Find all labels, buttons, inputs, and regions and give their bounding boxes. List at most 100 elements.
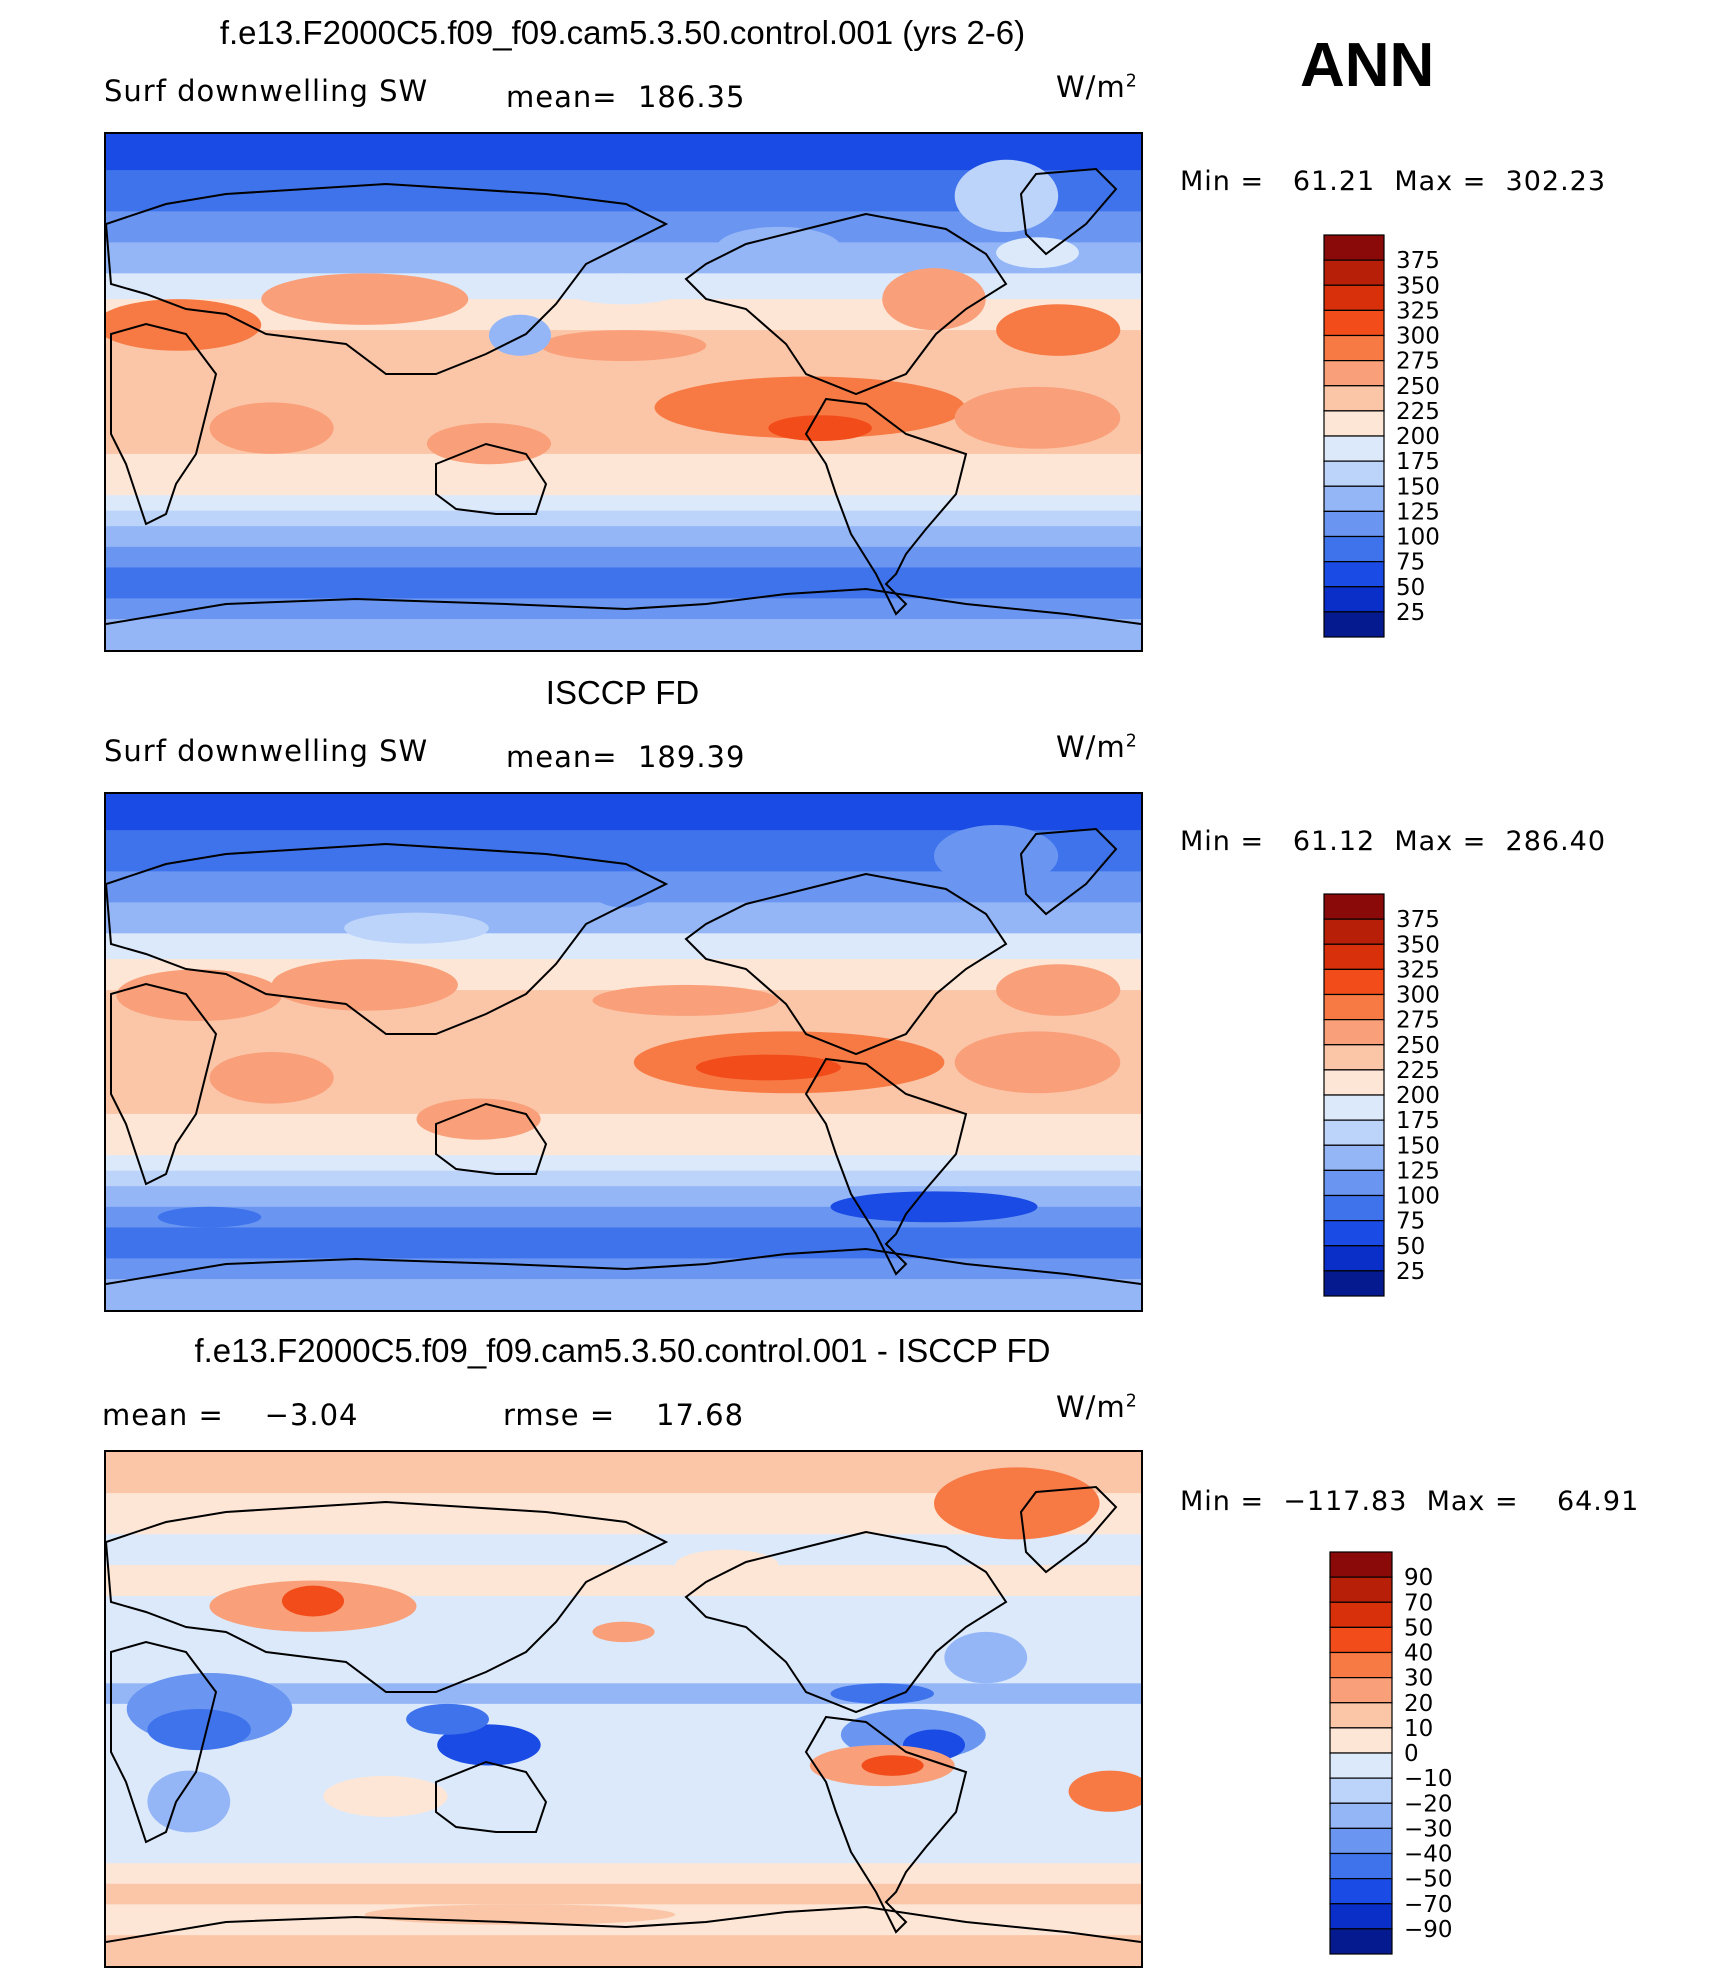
colorbar-tick-label: 225 [1396, 1058, 1440, 1084]
colorbar-box [1323, 485, 1385, 512]
panel-2-colorbar: 375 350 325 300 275 250 225 200 175 150 125 100 75 50… [1322, 892, 1462, 1307]
coastline [684, 1530, 1008, 1714]
field-anomaly [344, 912, 489, 944]
colorbar-tick-label: 25 [1396, 1259, 1425, 1285]
colorbar-box [1323, 234, 1385, 261]
coastline [804, 1057, 968, 1276]
colorbar-tick-label: 375 [1396, 907, 1440, 933]
field-band [106, 1227, 1141, 1260]
panel-1-mean-label: mean= [506, 80, 618, 114]
coastline [106, 842, 669, 1035]
panel-3-max-value: 64.91 [1556, 1486, 1640, 1517]
field-band [106, 453, 1141, 497]
panel-2-mean-value: 189.39 [637, 740, 746, 774]
field-anomaly [944, 1631, 1028, 1684]
colorbar-box [1323, 1169, 1385, 1197]
colorbar-tick-label: −20 [1404, 1791, 1453, 1817]
panel-3-mean-label: mean = [102, 1398, 224, 1432]
field-anomaly [281, 1585, 345, 1617]
coastline [1019, 1485, 1118, 1574]
panel-3-mean-value: −3.04 [264, 1398, 359, 1432]
colorbar-box [1323, 535, 1385, 563]
colorbar-tick-label: 250 [1396, 1033, 1440, 1059]
colorbar-box [1323, 893, 1385, 920]
field-anomaly [209, 402, 334, 454]
colorbar-tick-label: 90 [1404, 1565, 1433, 1591]
panel-1-title: f.e13.F2000C5.f09_f09.cam5.3.50.control.… [219, 14, 1026, 51]
colorbar-tick-label: 70 [1404, 1590, 1433, 1616]
colorbar-box [1323, 259, 1385, 286]
panel-3-max-label: Max = [1426, 1486, 1519, 1517]
colorbar-tick-label: 275 [1396, 349, 1440, 375]
colorbar-box [1323, 1194, 1385, 1222]
colorbar-tick-label: 100 [1396, 1184, 1440, 1210]
colorbar-box [1323, 510, 1385, 538]
panel-2-max-label: Max = [1394, 826, 1487, 857]
colorbar-box [1323, 586, 1385, 613]
colorbar-tick-label: 175 [1396, 449, 1440, 475]
field-band [106, 619, 1141, 650]
colorbar-box [1323, 360, 1385, 387]
field-anomaly [106, 299, 262, 351]
coastline [106, 587, 1141, 625]
field-band [106, 1811, 1141, 1865]
field-anomaly [261, 273, 469, 325]
field-anomaly [954, 1031, 1121, 1094]
colorbar-tick-label: 20 [1404, 1691, 1433, 1717]
field-anomaly [934, 824, 1059, 887]
colorbar-box [1323, 460, 1385, 487]
colorbar-box [1323, 410, 1385, 437]
panel-2-min-value: 61.12 [1292, 826, 1376, 857]
panel-1-colorbar: 375 350 325 300 275 250 225 200 175 150 125 100 75 50… [1322, 233, 1462, 648]
colorbar-tick-label: 350 [1396, 273, 1440, 299]
colorbar-box [1329, 1928, 1393, 1955]
panel-2-minmax: Min = 61.12 Max = 286.40 [1180, 826, 1606, 857]
colorbar-box [1323, 1270, 1385, 1297]
panel-2-min-label: Min = [1180, 826, 1265, 857]
field-anomaly [996, 964, 1121, 1016]
colorbar-tick-label: 200 [1396, 1083, 1440, 1109]
field-anomaly [406, 1703, 489, 1735]
field-anomaly [147, 1770, 231, 1833]
field-band [106, 134, 1141, 172]
colorbar-box [1323, 334, 1385, 362]
colorbar-tick-label: 50 [1396, 1234, 1425, 1260]
field-anomaly [1068, 1770, 1141, 1812]
field-anomaly [954, 159, 1059, 233]
panel-1-min-value: 61.21 [1292, 166, 1376, 197]
field-anomaly [209, 1052, 334, 1104]
coastline [110, 982, 218, 1186]
field-anomaly [996, 304, 1121, 356]
colorbar-box [1323, 993, 1385, 1021]
colorbar-tick-label: −50 [1404, 1867, 1453, 1893]
colorbar-box [1323, 943, 1385, 970]
panel-2-mean: mean= 189.39 [506, 740, 745, 774]
field-band [106, 1113, 1141, 1157]
panel-2-variable: Surf downwelling SW [104, 734, 429, 768]
field-anomaly [592, 984, 779, 1016]
colorbar-box [1329, 1727, 1393, 1754]
colorbar-tick-label: 40 [1404, 1641, 1433, 1667]
field-band [106, 794, 1141, 832]
coastline [804, 1715, 968, 1934]
panel-3-map [104, 1450, 1143, 1968]
colorbar-box [1323, 1044, 1385, 1071]
field-anomaly [592, 876, 655, 908]
field-band [106, 510, 1141, 528]
panel-2-max-value: 286.40 [1505, 826, 1607, 857]
field-anomaly [157, 1206, 262, 1228]
field-band [106, 242, 1141, 275]
colorbar-tick-label: 300 [1396, 983, 1440, 1009]
colorbar-box [1329, 1903, 1393, 1930]
colorbar-box [1329, 1802, 1393, 1829]
colorbar-box [1323, 309, 1385, 337]
colorbar-tick-label: 150 [1396, 1133, 1440, 1159]
coastline [684, 212, 1008, 396]
colorbar-tick-label: 150 [1396, 474, 1440, 500]
field-anomaly [675, 1549, 779, 1581]
colorbar-tick-label: −10 [1404, 1766, 1453, 1792]
colorbar-tick-label: 0 [1404, 1741, 1419, 1767]
panel-1-max-value: 302.23 [1505, 166, 1607, 197]
colorbar-tick-label: 375 [1396, 248, 1440, 274]
colorbar-tick-label: −70 [1404, 1892, 1453, 1918]
